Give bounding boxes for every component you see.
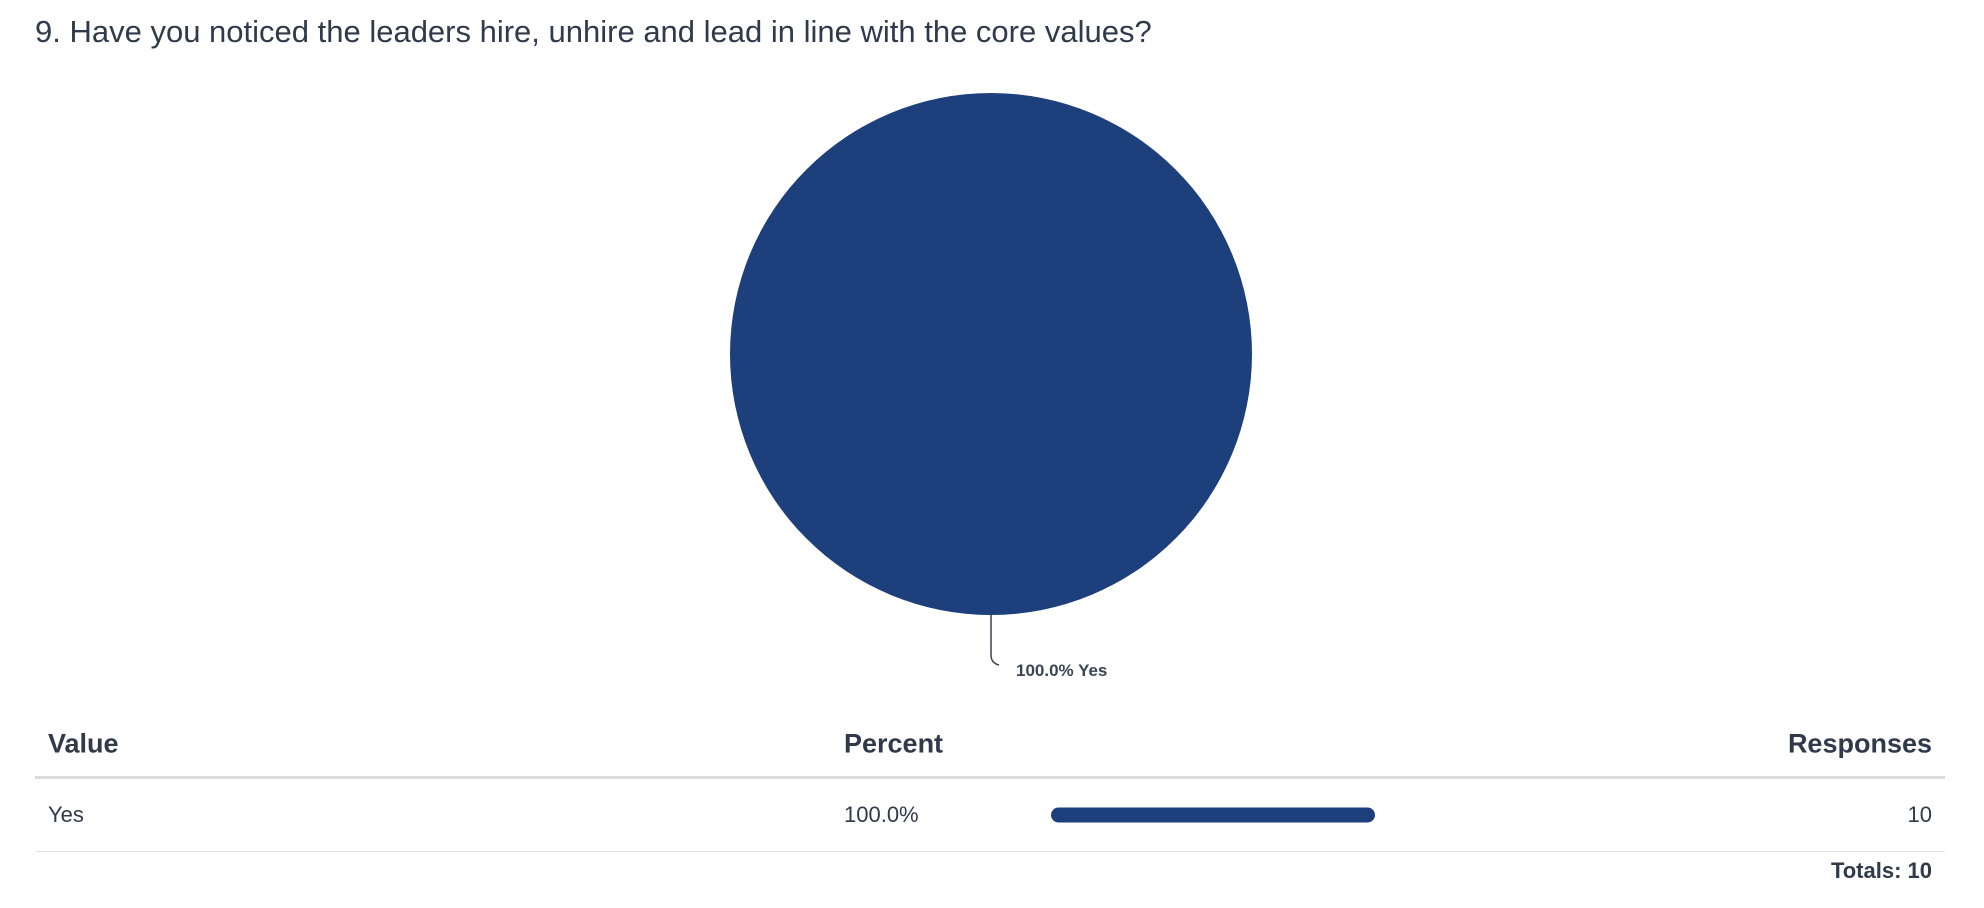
row-value: Yes bbox=[48, 802, 84, 827]
percent-bar-track bbox=[1051, 807, 1375, 823]
results-table: Value Percent Responses Yes 100.0% 10 To… bbox=[35, 712, 1945, 883]
row-percent: 100.0% bbox=[844, 802, 919, 827]
row-responses: 10 bbox=[1907, 802, 1932, 827]
pie-leader-line bbox=[990, 615, 1000, 666]
header-responses: Responses bbox=[1787, 728, 1932, 759]
table-header-row: Value Percent Responses bbox=[35, 712, 1945, 779]
pie-slice-yes bbox=[730, 93, 1252, 615]
table-row: Yes 100.0% 10 bbox=[35, 779, 1945, 852]
header-value: Value bbox=[48, 728, 119, 759]
header-percent: Percent bbox=[844, 728, 944, 759]
percent-bar-fill bbox=[1051, 807, 1375, 823]
totals-label: Totals: 10 bbox=[1830, 858, 1932, 883]
question-title: 9. Have you noticed the leaders hire, un… bbox=[35, 14, 1152, 49]
pie-chart: 100.0% Yes bbox=[730, 93, 1252, 680]
pie-slice-label: 100.0% Yes bbox=[1016, 661, 1107, 680]
